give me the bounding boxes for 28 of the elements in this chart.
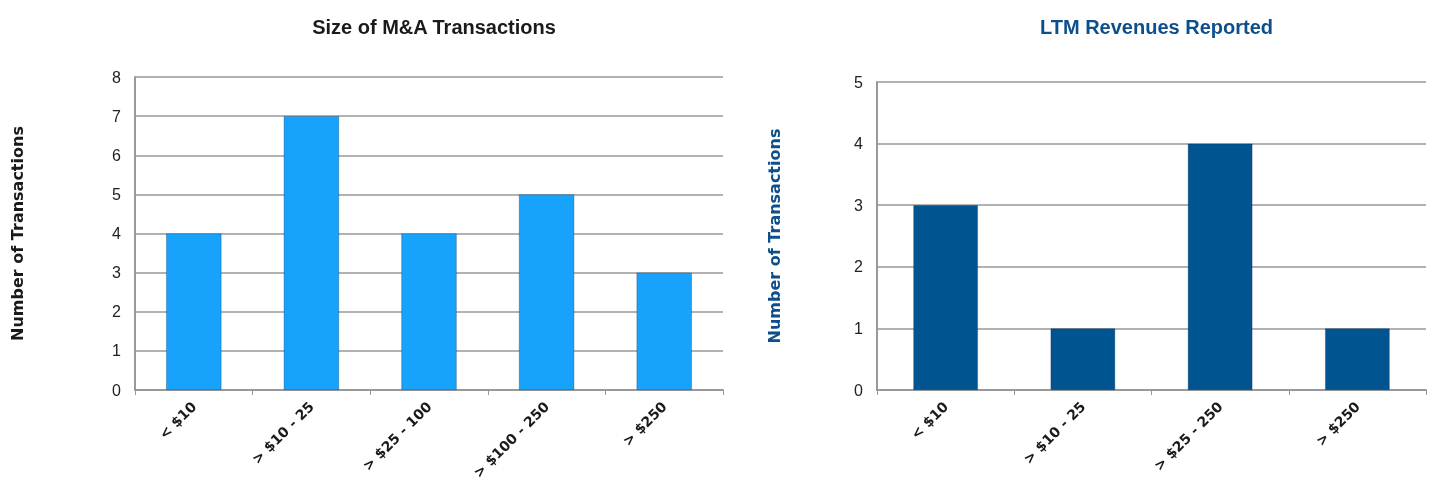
y-tick-label: 3 xyxy=(854,196,864,214)
y-tick-label: 3 xyxy=(112,264,122,282)
y-tick-label: 6 xyxy=(112,146,122,164)
y-tick-label: 4 xyxy=(854,135,864,153)
chart-title: Size of M&A Transactions xyxy=(312,16,556,38)
bar xyxy=(913,205,978,390)
y-axis-title: Number of Transactions xyxy=(7,126,27,341)
bar xyxy=(166,233,222,390)
bar xyxy=(1050,328,1116,390)
chart-title: LTM Revenues Reported xyxy=(1040,16,1273,38)
bar xyxy=(401,233,457,390)
y-tick-label: 0 xyxy=(854,381,864,399)
y-tick-label: 2 xyxy=(112,303,122,321)
y-tick-label: 1 xyxy=(854,319,864,337)
y-tick-label: 8 xyxy=(112,68,122,86)
bar xyxy=(283,116,340,390)
y-tick-label: 5 xyxy=(854,73,864,91)
bar xyxy=(1325,328,1390,390)
y-axis-title: Number of Transactions xyxy=(764,128,784,344)
bar xyxy=(1187,143,1253,390)
y-tick-label: 5 xyxy=(112,185,122,203)
y-tick-label: 4 xyxy=(112,225,122,242)
y-tick-label: 2 xyxy=(854,258,864,276)
bar xyxy=(518,194,575,390)
y-tick-label: 7 xyxy=(112,107,122,125)
bar xyxy=(636,272,692,390)
y-tick-label: 0 xyxy=(112,381,122,399)
y-tick-label: 1 xyxy=(112,342,122,360)
